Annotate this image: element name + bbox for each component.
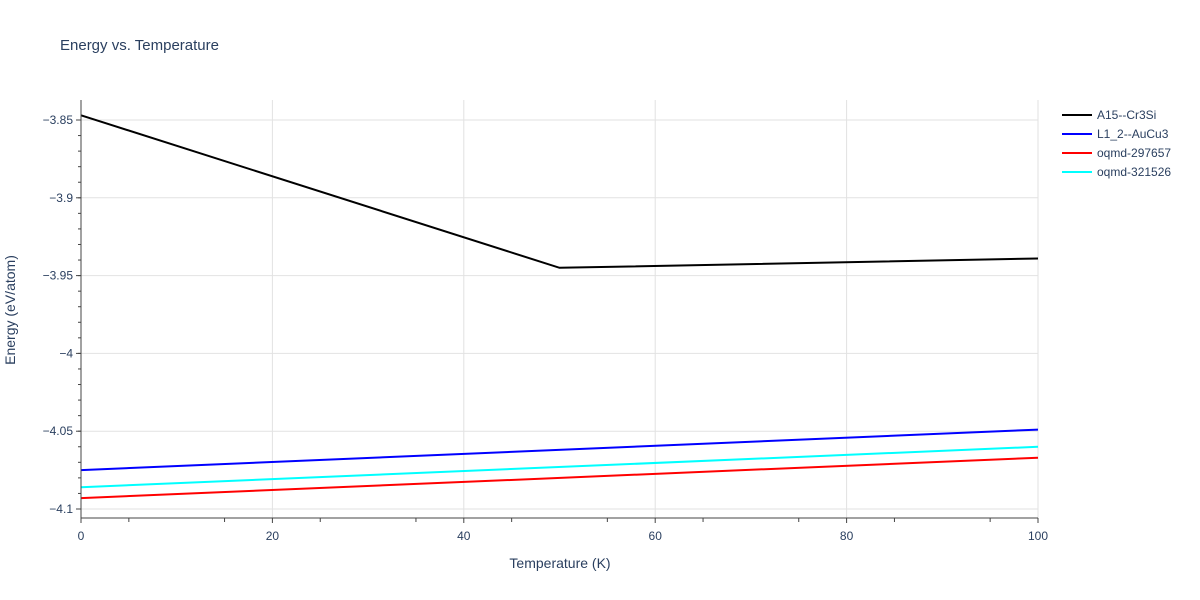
- series-lines: [81, 115, 1038, 498]
- y-tick-label: −3.9: [49, 191, 73, 205]
- legend[interactable]: A15--Cr3Si L1_2--AuCu3 oqmd-297657 oqmd-321…: [1062, 108, 1171, 179]
- x-tick-label: 40: [457, 529, 471, 543]
- x-tick-label: 0: [78, 529, 85, 543]
- x-tick-label: 20: [266, 529, 280, 543]
- legend-label: A15--Cr3Si: [1097, 108, 1156, 122]
- grid: [81, 100, 1038, 518]
- legend-item-L1_2--AuCu3[interactable]: L1_2--AuCu3: [1062, 127, 1169, 141]
- axes: 0 20 40 60 80 100 −3.85 −3.9 −3.95 −4 −4.05 −4.1: [43, 100, 1049, 543]
- series-line-A15--Cr3Si[interactable]: [81, 115, 1038, 267]
- legend-item-oqmd-321526[interactable]: oqmd-321526: [1062, 165, 1171, 179]
- legend-item-A15--Cr3Si[interactable]: A15--Cr3Si: [1062, 108, 1156, 122]
- y-tick-label: −4: [59, 346, 73, 360]
- legend-label: oqmd-297657: [1097, 146, 1171, 160]
- chart-title: Energy vs. Temperature: [60, 37, 219, 54]
- y-tick-label: −4.1: [49, 502, 73, 516]
- y-tick-label: −4.05: [43, 424, 74, 438]
- series-line-oqmd-321526[interactable]: [81, 447, 1038, 487]
- x-tick-label: 80: [840, 529, 854, 543]
- x-tick-label: 100: [1028, 529, 1048, 543]
- y-tick-label: −3.95: [43, 269, 74, 283]
- legend-label: oqmd-321526: [1097, 165, 1171, 179]
- x-tick-label: 60: [649, 529, 663, 543]
- legend-label: L1_2--AuCu3: [1097, 127, 1169, 141]
- x-axis-title: Temperature (K): [509, 555, 610, 571]
- y-axis-title: Energy (eV/atom): [2, 255, 18, 365]
- legend-item-oqmd-297657[interactable]: oqmd-297657: [1062, 146, 1171, 160]
- y-tick-label: −3.85: [43, 113, 74, 127]
